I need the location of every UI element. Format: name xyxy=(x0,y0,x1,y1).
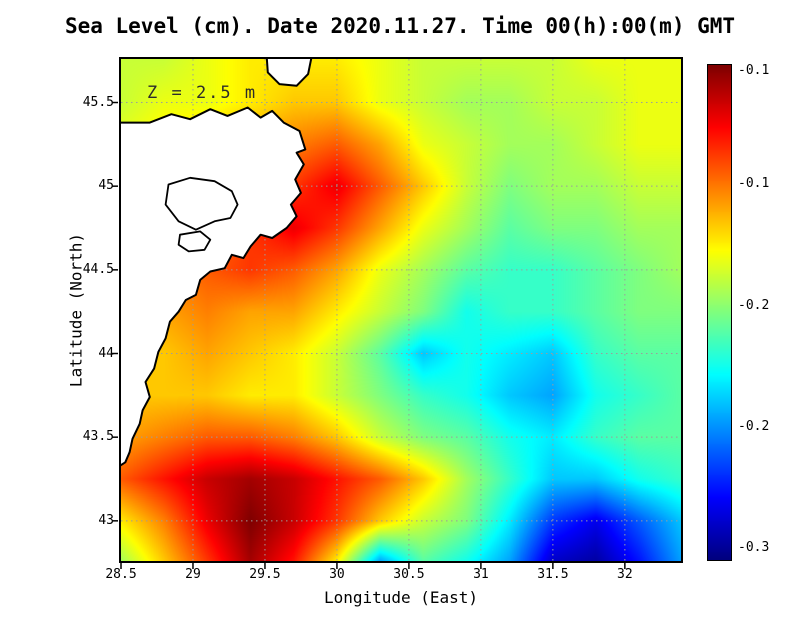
x-tick-label: 30 xyxy=(329,567,345,582)
plot-area xyxy=(121,59,681,561)
x-tick-label: 31.5 xyxy=(537,567,569,582)
lake-outline xyxy=(177,230,212,253)
colorbar-tick-label: -0.3 xyxy=(738,540,770,556)
y-tick-label: 45 xyxy=(98,178,114,194)
colorbar-canvas xyxy=(708,65,731,560)
y-tick-label: 43 xyxy=(98,512,114,528)
colorbar-tick-label: -0.1 xyxy=(738,175,770,191)
map-overlay xyxy=(121,59,681,561)
x-tick-label: 30.5 xyxy=(393,567,425,582)
colorbar-tick-label: -0.2 xyxy=(738,298,770,314)
y-tick-label: 43.5 xyxy=(82,429,114,445)
y-tick-label: 44 xyxy=(98,345,114,361)
x-tick-label: 29.5 xyxy=(249,567,281,582)
land-island xyxy=(265,59,313,87)
chart-title: Sea Level (cm). Date 2020.11.27. Time 00… xyxy=(64,14,736,38)
colorbar-tick-label: -0.1 xyxy=(738,62,770,78)
lake-outline xyxy=(164,176,239,231)
depth-annotation: Z = 2.5 m xyxy=(147,83,258,103)
land-mainland xyxy=(121,106,307,467)
x-tick-label: 28.5 xyxy=(105,567,137,582)
y-tick-label: 45.5 xyxy=(82,94,114,110)
y-tick-label: 44.5 xyxy=(82,261,114,277)
colorbar-tick-label: -0.2 xyxy=(738,418,770,434)
x-tick-label: 32 xyxy=(617,567,633,582)
x-axis-label: Longitude (East) xyxy=(323,588,479,607)
y-axis-label: Latitude (North) xyxy=(66,232,86,388)
colorbar xyxy=(707,64,732,561)
x-tick-label: 29 xyxy=(185,567,201,582)
x-tick-label: 31 xyxy=(473,567,489,582)
